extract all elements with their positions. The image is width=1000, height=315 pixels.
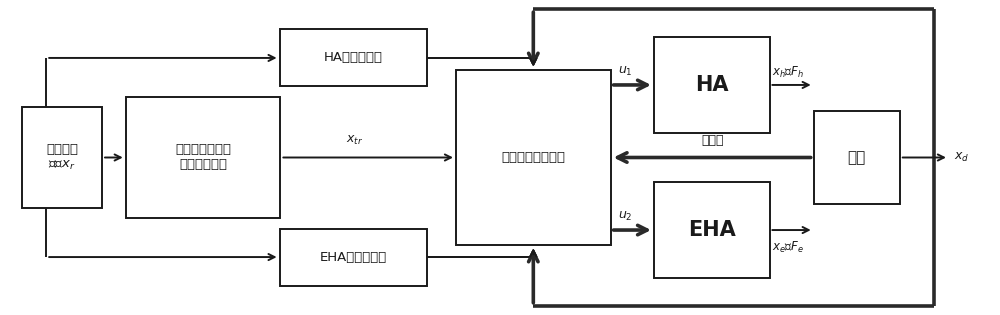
- Text: EHA: EHA: [688, 220, 736, 240]
- Text: 舵面运动分解与
控制指令生成: 舵面运动分解与 控制指令生成: [175, 144, 231, 171]
- Text: EHA前馈补偿器: EHA前馈补偿器: [319, 250, 387, 264]
- Bar: [654, 37, 770, 133]
- Bar: [456, 70, 611, 245]
- Bar: [654, 182, 770, 278]
- Bar: [280, 29, 426, 87]
- Text: $u_1$: $u_1$: [618, 65, 632, 77]
- Bar: [814, 111, 900, 204]
- Text: HA: HA: [695, 75, 728, 95]
- Text: $x_d$: $x_d$: [954, 151, 969, 164]
- Text: $x_h$、$F_h$: $x_h$、$F_h$: [772, 65, 805, 80]
- Bar: [22, 106, 102, 209]
- Text: HA前馈补偿器: HA前馈补偿器: [324, 51, 383, 65]
- Text: 期望位移
指令$x_r$: 期望位移 指令$x_r$: [46, 143, 78, 172]
- Text: 耦合项: 耦合项: [701, 134, 723, 147]
- Text: 舵面: 舵面: [848, 150, 866, 165]
- Bar: [280, 228, 426, 286]
- Text: $x_e$、$F_e$: $x_e$、$F_e$: [772, 239, 804, 255]
- Text: $x_{tr}$: $x_{tr}$: [346, 134, 363, 147]
- Bar: [126, 97, 280, 218]
- Text: 自适应解耦控制器: 自适应解耦控制器: [501, 151, 565, 164]
- Text: $u_2$: $u_2$: [618, 209, 632, 223]
